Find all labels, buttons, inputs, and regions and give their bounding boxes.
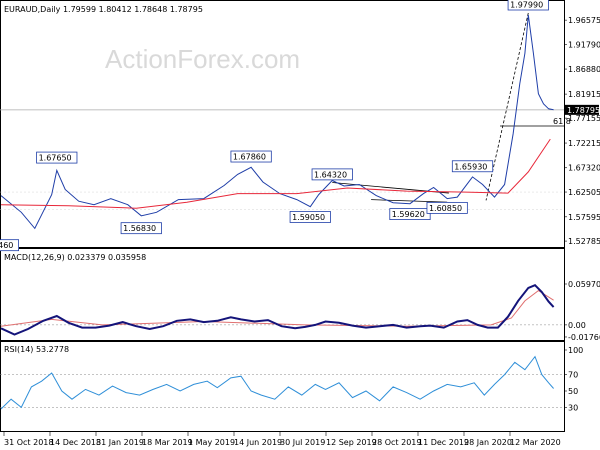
x-tick-label: 11 Dec 2019 xyxy=(418,438,469,447)
annotation-label: 1.56830 xyxy=(123,224,156,233)
macd-tick-label: 0.00 xyxy=(568,321,586,330)
price-tick-label: 1.62505 xyxy=(568,188,600,197)
x-tick-label: 14 Dec 2018 xyxy=(50,438,101,447)
trendlines xyxy=(332,12,529,203)
annotation-box xyxy=(230,150,272,163)
macd-panel-frame xyxy=(0,248,565,341)
trendline xyxy=(371,199,448,203)
annotation-box xyxy=(289,211,331,223)
annotation-label: 1.65930 xyxy=(454,162,487,171)
price-panel-frame xyxy=(0,0,565,248)
macd-tick-label: 0.059708 xyxy=(568,280,600,289)
price-tick-label: 1.67320 xyxy=(568,164,600,173)
x-tick-label: 1 May 2019 xyxy=(188,438,235,447)
annotation-box xyxy=(36,151,78,164)
x-tick-label: 14 Jun 2019 xyxy=(234,438,282,447)
price-tick-label: 1.96575 xyxy=(568,16,600,25)
price-series xyxy=(0,14,554,230)
annotations: .53460 1.67650 1.56830 1.67860 1.59050 1.6432… xyxy=(0,0,549,252)
price-tick-label: 1.81915 xyxy=(568,90,600,99)
price-panel-title: EURAUD,Daily 1.79599 1.80412 1.78648 1.7… xyxy=(4,5,203,14)
price-axis-ticks: 1.96575 1.91790 1.86880 1.81915 1.77155 1.722… xyxy=(564,16,600,246)
rsi-tick-label: 50 xyxy=(568,387,578,396)
annotation-label: 1.64320 xyxy=(314,170,347,179)
x-tick-label: 18 Mar 2019 xyxy=(142,438,193,447)
x-tick-label: 12 Mar 2020 xyxy=(510,438,561,447)
x-tick-label: 12 Sep 2019 xyxy=(326,438,377,447)
annotation-box xyxy=(389,208,431,220)
macd-panel-title: MACD(12,26,9) 0.023379 0.035958 xyxy=(4,253,146,262)
x-tick-label: 30 Jul 2019 xyxy=(280,438,325,447)
annotation-box xyxy=(311,168,353,181)
last-price-label: 1.78795 xyxy=(567,106,600,115)
macd-series xyxy=(0,284,555,336)
rsi-panel-frame xyxy=(0,341,565,432)
x-tick-label: 31 Jan 2019 xyxy=(96,438,144,447)
rsi-axis-ticks: 100 70 50 30 xyxy=(0,346,583,412)
price-tick-label: 1.77155 xyxy=(568,114,600,123)
price-tick-label: 1.52785 xyxy=(568,237,600,246)
annotation-label: 1.59050 xyxy=(292,213,325,222)
last-price-badge xyxy=(565,104,599,115)
rsi-tick-label: 70 xyxy=(568,371,578,380)
price-tick-label: 1.86880 xyxy=(568,65,600,74)
macd-tick-label: -0.017661 xyxy=(568,333,600,342)
price-tick-label: 1.72215 xyxy=(568,139,600,148)
moving-average-series xyxy=(0,138,551,209)
rsi-tick-label: 30 xyxy=(568,403,578,412)
annotation-box xyxy=(0,239,20,252)
x-tick-label: 28 Jan 2020 xyxy=(464,438,512,447)
annotation-label: 1.60850 xyxy=(429,204,462,213)
rsi-panel-title: RSI(14) 53.2778 xyxy=(4,345,69,354)
macd-signal-series xyxy=(0,289,554,327)
macd-axis-ticks: 0.059708 0.00 -0.017661 xyxy=(0,280,600,342)
price-tick-label: 1.91790 xyxy=(568,40,600,49)
annotation-box xyxy=(507,0,549,11)
fib-label: 61.8 xyxy=(553,117,571,126)
annotation-label: 1.97990 xyxy=(510,1,543,10)
annotation-label: 1.67860 xyxy=(233,153,266,162)
x-tick-label: 31 Oct 2018 xyxy=(4,438,53,447)
price-tick-label: 1.57595 xyxy=(568,213,600,222)
watermark: ActionForex.com xyxy=(105,44,300,74)
annotation-box xyxy=(426,201,468,214)
rsi-tick-label: 100 xyxy=(568,346,583,355)
x-tick-label: 28 Oct 2019 xyxy=(372,438,421,447)
annotation-box xyxy=(120,222,162,235)
annotation-box xyxy=(451,160,494,173)
rsi-series xyxy=(0,355,554,410)
annotation-label: 1.59620 xyxy=(392,210,425,219)
annotation-label: 1.67650 xyxy=(39,154,72,163)
annotation-label: .53460 xyxy=(0,241,13,250)
